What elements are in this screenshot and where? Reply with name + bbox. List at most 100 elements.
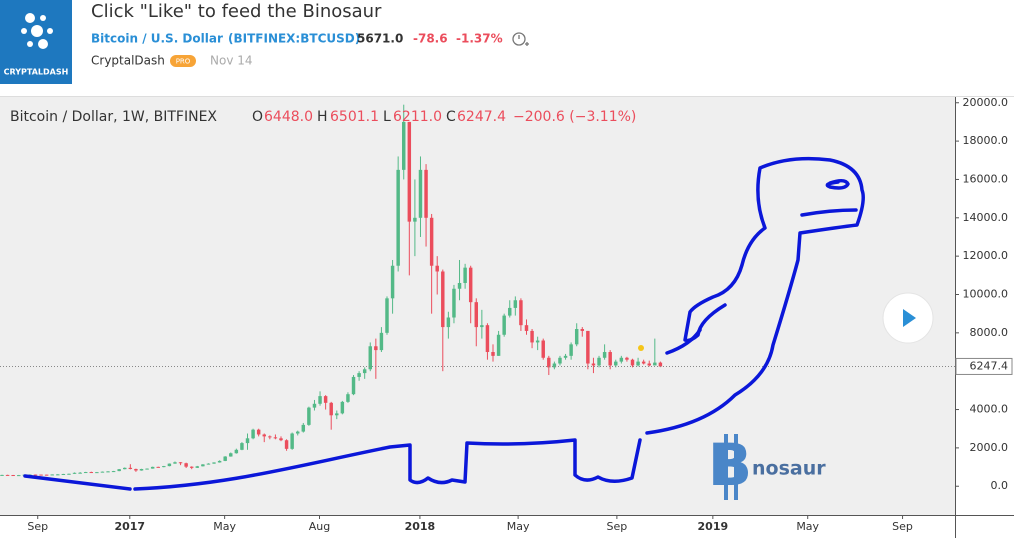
candle-body (329, 402, 333, 416)
candle-body (614, 361, 618, 366)
candle-body (173, 462, 177, 464)
candle-body (351, 376, 356, 395)
candle-body (279, 438, 283, 441)
x-tick-label: Aug (309, 520, 330, 533)
badge: PRO (176, 58, 191, 66)
candle-body (301, 424, 306, 432)
candle-body (580, 329, 585, 331)
candle-body (290, 433, 294, 449)
candle-body (17, 475, 21, 477)
candle-body (123, 467, 127, 470)
candle-body (89, 472, 94, 474)
x-tick-label: May (213, 520, 236, 533)
date: Nov 14 (210, 54, 253, 68)
candle-body (150, 466, 155, 469)
candle-body (262, 434, 266, 437)
ohlc-label: L (383, 109, 391, 125)
symbol-name[interactable]: Bitcoin / U.S. Dollar (91, 32, 223, 46)
author[interactable]: CryptalDash (91, 54, 165, 68)
candle-body (0, 474, 4, 476)
y-tick-label: 14000.0 (963, 211, 1009, 224)
candle-body (201, 464, 205, 467)
candle-body (83, 472, 88, 474)
chart-title: Bitcoin / Dollar, 1W, BITFINEX (10, 109, 217, 125)
y-tick-label: 20000.0 (963, 96, 1009, 109)
candle-body (167, 463, 172, 467)
logo[interactable] (0, 0, 72, 84)
candle-body (111, 471, 116, 473)
candle-body (586, 330, 590, 364)
candle-body (340, 401, 345, 414)
candle-body (128, 467, 133, 469)
candle-body (547, 357, 551, 368)
candle-body (323, 396, 328, 403)
candle-body (491, 352, 495, 356)
candle-body (312, 403, 317, 408)
candle-body (195, 466, 200, 468)
x-tick-label: May (796, 520, 819, 533)
y-tick-label: 2000.0 (970, 441, 1009, 454)
candle-body (39, 474, 43, 476)
last-price-label: 6247.4 (970, 359, 1009, 372)
candle-body (407, 121, 412, 222)
candle-body (468, 267, 473, 303)
candle-body (206, 463, 211, 465)
candle-body (178, 462, 183, 464)
y-tick-label: 4000.0 (970, 403, 1009, 416)
candle-body (563, 355, 568, 358)
alert-icon[interactable] (512, 32, 529, 46)
badge-bg (170, 55, 196, 67)
candle-body (117, 469, 121, 472)
candle-body (485, 325, 490, 353)
candle-body (641, 361, 646, 364)
candle-body (513, 300, 518, 308)
candle-body (11, 475, 15, 477)
binosaur-drawing (23, 156, 865, 491)
candle-body (346, 394, 350, 402)
candle-body (50, 474, 54, 476)
candle-body (318, 396, 322, 404)
candle-body (480, 325, 484, 328)
candle-body (184, 463, 188, 467)
candle-body (441, 271, 445, 328)
candle-body (418, 169, 423, 218)
candle-body (217, 460, 222, 463)
ohlc-value: 6501.1 (330, 109, 379, 125)
candle-body (374, 346, 378, 351)
price: 5671.0 (357, 32, 403, 46)
candle-body (284, 440, 289, 449)
event-marker[interactable] (638, 345, 644, 351)
annotation-text: nosaur (752, 458, 826, 480)
candle-body (636, 361, 640, 366)
y-tick-label: 8000.0 (970, 326, 1009, 339)
candle-body (519, 300, 523, 326)
candle-body (413, 217, 417, 222)
x-tick-label: 2019 (698, 520, 729, 533)
candle-body (56, 474, 60, 476)
y-tick-label: 16000.0 (963, 172, 1009, 185)
y-tick-label: 0.0 (991, 479, 1009, 492)
candle-body (335, 413, 339, 416)
candle-body (390, 265, 395, 299)
candle-body (145, 468, 149, 470)
candle-body (189, 466, 194, 468)
candle-body (424, 169, 428, 218)
candle-body (502, 315, 506, 335)
x-tick-label: Sep (27, 520, 48, 533)
ohlc-label: O (252, 109, 263, 125)
candle-body (100, 471, 105, 473)
candle-body (256, 429, 261, 435)
y-tick-label: 12000.0 (963, 249, 1009, 262)
legend: Bitcoin / Dollar, 1W, BITFINEX O 6448.0 … (10, 109, 636, 125)
candle-body (630, 359, 635, 366)
candle-body (524, 325, 529, 331)
x-tick-label: Sep (607, 520, 628, 533)
candle-body (5, 474, 10, 476)
candle-body (452, 288, 456, 318)
idea-title: Click "Like" to feed the Binosaur (91, 1, 382, 22)
candle-body (106, 471, 110, 473)
candle-body (67, 473, 71, 475)
symbol-code[interactable]: (BITFINEX:BTCUSD) (228, 32, 360, 46)
candle-body (212, 462, 216, 464)
